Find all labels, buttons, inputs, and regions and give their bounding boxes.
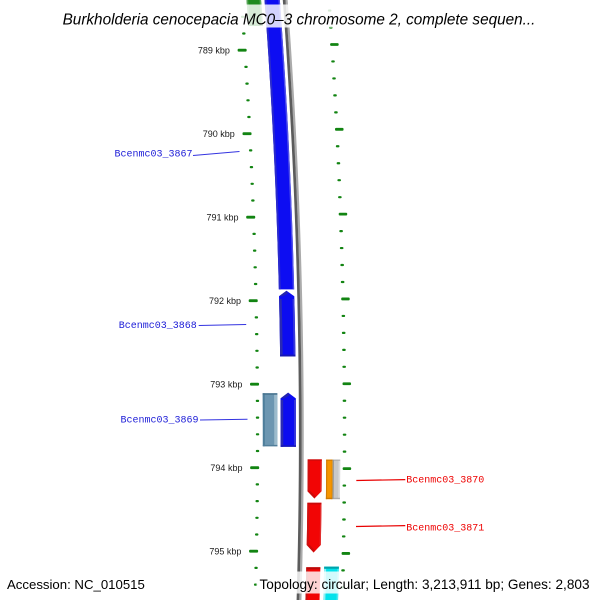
svg-text:794 kbp: 794 kbp [210,463,242,473]
svg-text:Bcenmc03_3870: Bcenmc03_3870 [406,475,484,486]
svg-text:Accession: NC_010515: Accession: NC_010515 [7,577,145,592]
svg-text:Bcenmc03_3871: Bcenmc03_3871 [406,524,484,535]
svg-text:791 kbp: 791 kbp [206,213,238,223]
svg-text:793 kbp: 793 kbp [210,380,242,390]
svg-text:790 kbp: 790 kbp [203,129,235,139]
svg-text:Topology: circular; Length: 3,: Topology: circular; Length: 3,213,911 bp… [260,577,590,592]
svg-text:792 kbp: 792 kbp [209,296,241,306]
svg-text:Burkholderia cenocepacia MC0–3: Burkholderia cenocepacia MC0–3 chromosom… [63,11,536,28]
svg-text:Bcenmc03_3867: Bcenmc03_3867 [115,149,193,160]
svg-text:Bcenmc03_3869: Bcenmc03_3869 [121,415,199,426]
svg-text:789 kbp: 789 kbp [198,46,230,56]
svg-text:Bcenmc03_3868: Bcenmc03_3868 [119,321,197,332]
svg-text:795 kbp: 795 kbp [209,547,241,557]
